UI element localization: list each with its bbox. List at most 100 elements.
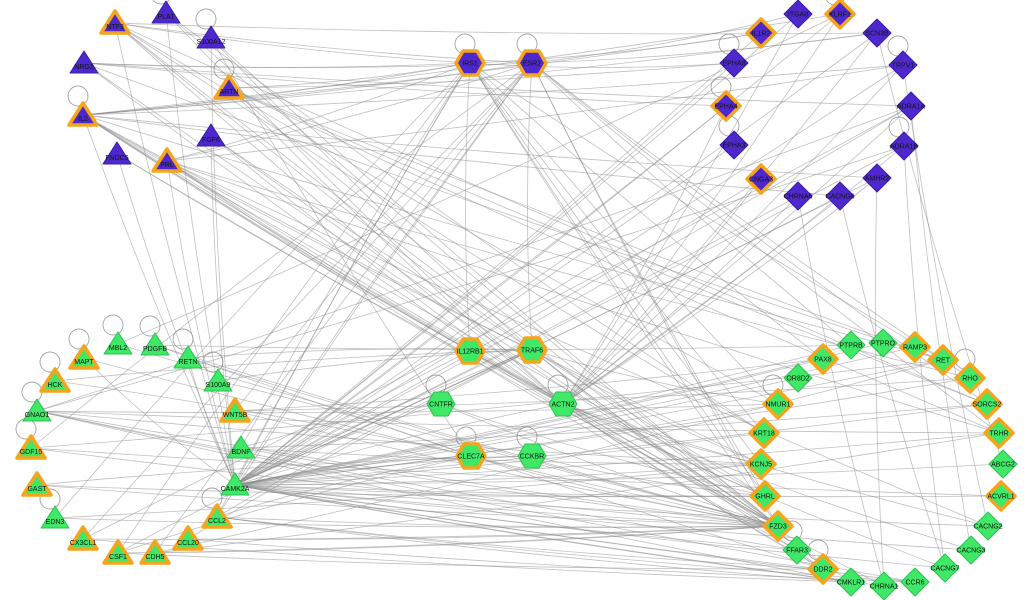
node-SCN3B[interactable]: SCN3B [862,18,892,48]
node-CCL20[interactable]: CCL20 [172,525,204,551]
node-shape-triangle [220,472,250,496]
node-shape-triangle [201,503,233,529]
edge [83,62,471,68]
edge [165,12,765,434]
node-MAPT[interactable]: MAPT [68,344,100,370]
node-FGF6[interactable]: FGF6 [196,123,226,147]
node-ACVRL1[interactable]: ACVRL1 [985,480,1017,512]
node-CACNG3[interactable]: CACNG3 [956,535,986,565]
edge [469,62,735,68]
edge [117,62,471,554]
edge [531,349,779,405]
edge [465,62,471,352]
edge [30,62,533,449]
edge [228,87,779,527]
node-CX3CL1[interactable]: CX3CL1 [67,525,99,551]
node-shape-triangle [196,25,226,49]
node-IL1R2[interactable]: IL1R2 [745,17,777,49]
self-loop [213,58,235,80]
node-shape-diamond [824,0,856,30]
edge [562,178,762,405]
edge [54,62,471,519]
node-shape-diamond [985,480,1017,512]
node-CCR6[interactable]: CCR6 [900,567,930,597]
edge [114,22,779,527]
edge [234,13,841,486]
node-shape-triangle [213,74,245,100]
edge [82,114,779,527]
edge [187,538,916,583]
edge [154,344,779,527]
edge [562,105,912,405]
edge [187,357,779,527]
edge [83,62,727,107]
edge [234,178,762,486]
node-CACNG2[interactable]: CACNG2 [973,511,1003,541]
node-shape-diamond [825,181,855,211]
edge [36,410,1000,434]
node-shape-diamond [745,448,777,480]
edge [234,463,1004,486]
self-loop [152,0,170,5]
node-KRT18[interactable]: KRT18 [748,417,780,449]
edge [83,62,944,361]
node-ITGA8[interactable]: ITGA8 [783,0,813,29]
node-CSF1[interactable]: CSF1 [102,539,134,565]
node-shape-diamond [783,0,813,29]
edge [234,105,727,486]
node-AMHR2[interactable]: AMHR2 [862,163,892,193]
node-IRS1[interactable]: IRS1 [454,49,486,77]
node-RAMP3[interactable]: RAMP3 [899,331,931,363]
node-shape-diamond [749,480,781,512]
edge [527,62,533,351]
edge [234,403,988,486]
node-PLAT[interactable]: PLAT [151,0,181,24]
edge [562,403,885,587]
edge [531,349,779,527]
node-EDN3[interactable]: EDN3 [40,505,70,529]
node-ABCG2[interactable]: ABCG2 [988,449,1018,479]
edge [154,344,852,350]
node-MBL2[interactable]: MBL2 [103,331,133,355]
node-ESR2[interactable]: ESR2 [516,49,548,77]
node-shape-diamond [954,362,986,394]
edge [210,135,564,405]
node-shape-triangle [21,471,53,497]
node-CLEC7A[interactable]: CLEC7A [455,442,487,470]
node-WNT5B[interactable]: WNT5B [219,397,251,423]
self-loop [39,488,61,510]
edge [562,64,904,405]
node-PDGFB[interactable]: PDGFB [140,332,170,356]
node-RET[interactable]: RET [927,344,959,376]
node-NRG1[interactable]: NRG1 [69,50,99,74]
node-SORCS2[interactable]: SORCS2 [971,388,1003,420]
node-shape-triangle [67,101,99,127]
node-PTPRB[interactable]: PTPRB [836,330,866,360]
node-ADRA1A[interactable]: ADRA1A [896,91,926,121]
edge [234,358,824,412]
edge [36,410,779,527]
node-NTF3[interactable]: NTF3 [99,9,131,35]
edge [531,62,1000,434]
node-IL12RB1[interactable]: IL12RB1 [454,337,486,365]
node-FNDC5[interactable]: FNDC5 [102,141,132,165]
node-CHRNA1[interactable]: CHRNA1 [869,571,899,600]
edge [562,403,798,551]
edge [234,350,471,486]
edge [117,349,533,554]
node-shape-triangle [226,435,256,459]
edge [36,410,762,465]
node-TRAF6[interactable]: TRAF6 [516,336,548,364]
edge [562,195,841,405]
node-shape-diamond [862,18,892,48]
node-OR8D2[interactable]: OR8D2 [783,363,813,393]
edge [216,516,852,583]
node-PAX8[interactable]: PAX8 [807,343,839,375]
self-loop [139,315,161,337]
node-GNAO1[interactable]: GNAO1 [22,398,52,422]
edge [166,64,904,162]
edge [234,484,798,551]
node-CACNG7[interactable]: CACNG7 [930,553,960,583]
